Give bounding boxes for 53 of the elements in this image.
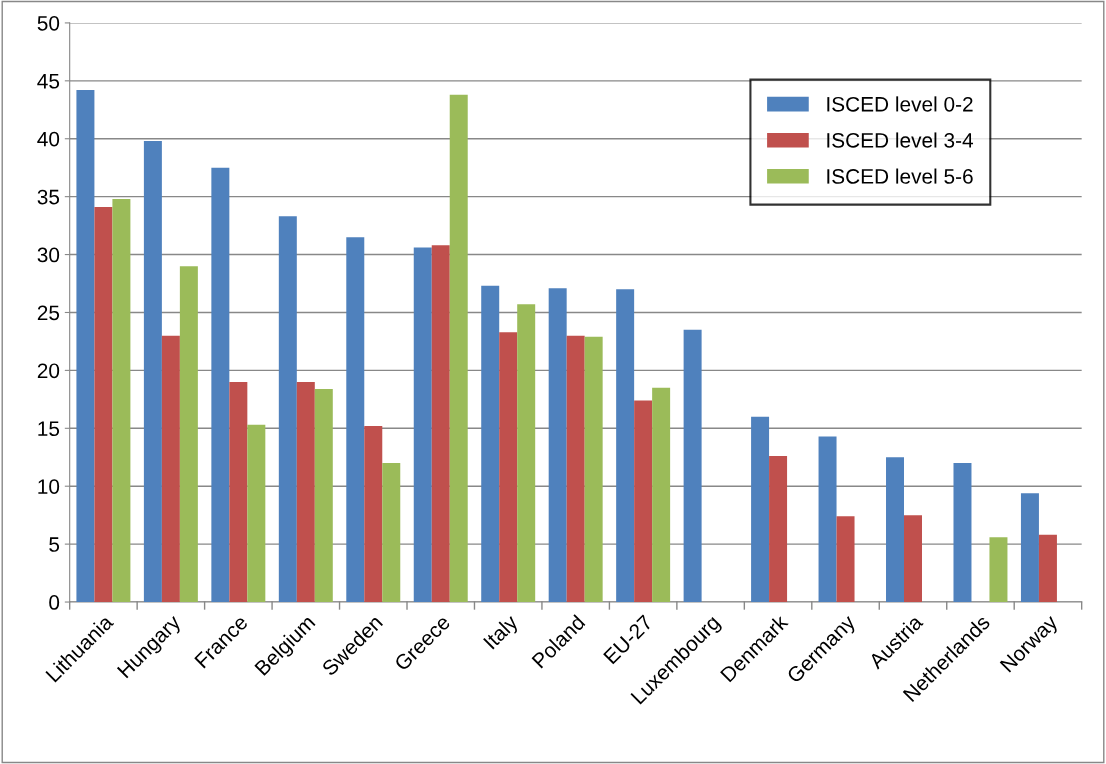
legend-label: ISCED level 5-6 bbox=[827, 168, 973, 184]
y-tick-label: 30 bbox=[37, 247, 60, 263]
x-tick-label: Italy bbox=[482, 613, 522, 653]
y-tick-label: 35 bbox=[37, 189, 60, 205]
bar bbox=[548, 288, 567, 603]
legend-label: ISCED level 0-2 bbox=[827, 96, 973, 112]
bar bbox=[499, 332, 518, 603]
bar bbox=[886, 457, 905, 603]
bar bbox=[314, 388, 333, 603]
bar bbox=[346, 237, 365, 603]
y-tick-label: 50 bbox=[37, 15, 60, 31]
bar bbox=[143, 141, 162, 603]
bar bbox=[616, 289, 635, 603]
bar bbox=[836, 516, 855, 603]
bar bbox=[179, 266, 198, 603]
bar bbox=[566, 335, 585, 603]
bar bbox=[818, 436, 837, 603]
bar bbox=[364, 425, 383, 603]
bar bbox=[769, 456, 788, 603]
bar bbox=[652, 387, 671, 603]
bar bbox=[989, 537, 1008, 603]
bar bbox=[382, 463, 401, 603]
bar bbox=[413, 247, 432, 603]
bar bbox=[112, 198, 131, 603]
bar bbox=[431, 245, 450, 603]
y-tick-label: 25 bbox=[37, 305, 60, 321]
y-tick-label: 0 bbox=[49, 595, 60, 610]
bar bbox=[634, 400, 653, 603]
bar bbox=[296, 381, 315, 603]
bar bbox=[953, 463, 972, 603]
bar bbox=[76, 90, 95, 603]
bar bbox=[229, 381, 248, 603]
bar bbox=[94, 207, 113, 603]
legend-label: ISCED level 3-4 bbox=[827, 132, 974, 148]
bar bbox=[584, 336, 603, 603]
y-tick-label: 20 bbox=[37, 363, 60, 379]
y-tick-label: 10 bbox=[38, 479, 60, 494]
bar bbox=[517, 304, 536, 603]
bar bbox=[481, 285, 500, 603]
bar bbox=[1020, 493, 1039, 603]
bar bbox=[751, 416, 770, 603]
bar bbox=[449, 94, 468, 603]
bar bbox=[161, 335, 180, 603]
bar bbox=[1038, 534, 1057, 603]
y-tick-label: 5 bbox=[49, 537, 60, 552]
bar bbox=[278, 216, 297, 603]
y-tick-label: 15 bbox=[38, 421, 60, 437]
y-tick-label: 40 bbox=[37, 131, 60, 147]
bar bbox=[904, 515, 922, 603]
bar bbox=[683, 329, 702, 603]
y-tick-label: 45 bbox=[37, 74, 60, 89]
bar bbox=[247, 424, 266, 603]
bar bbox=[211, 167, 230, 603]
